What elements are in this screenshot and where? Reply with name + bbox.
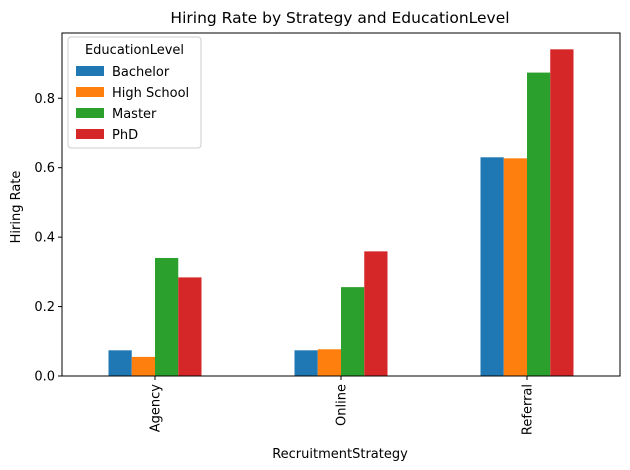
y-tick-label: 0.6 [34, 161, 55, 176]
legend: EducationLevel Bachelor High School Master P… [67, 36, 202, 149]
x-tick-label: Online [335, 384, 350, 426]
bar-high-school-agency [131, 356, 155, 376]
legend-label: PhD [112, 128, 138, 143]
legend-label: Bachelor [112, 65, 170, 80]
bar-phd-online [364, 251, 388, 376]
chart-title: Hiring Rate by Strategy and EducationLev… [170, 9, 509, 27]
legend-label: Master [112, 107, 157, 122]
bar-high-school-online [317, 349, 341, 376]
plot-area [108, 49, 574, 376]
bar-bachelor-online [294, 350, 318, 376]
legend-box [67, 36, 202, 149]
legend-swatch [76, 66, 104, 76]
y-axis-title: Hiring Rate [9, 171, 24, 244]
bar-master-agency [155, 257, 179, 376]
x-tick-label: Agency [149, 384, 164, 433]
bar-high-school-referral [503, 158, 527, 376]
axes: 0.0 0.2 0.4 0.6 0.8 Agency Online Referral [34, 32, 621, 435]
legend-swatch [76, 129, 104, 139]
y-tick-label: 0.0 [34, 370, 55, 385]
bar-phd-agency [178, 277, 202, 376]
x-axis-title: RecruitmentStrategy [272, 447, 408, 462]
bar-master-online [341, 287, 365, 376]
x-tick-label: Referral [521, 384, 536, 435]
bar-phd-referral [550, 49, 574, 376]
y-tick-label: 0.8 [34, 92, 55, 107]
legend-title: EducationLevel [85, 43, 184, 58]
legend-swatch [76, 87, 104, 97]
bar-bachelor-agency [108, 350, 132, 376]
y-tick-label: 0.2 [34, 300, 55, 315]
y-tick-label: 0.4 [34, 231, 55, 246]
bar-bachelor-referral [480, 157, 504, 376]
bar-master-referral [527, 72, 551, 376]
legend-swatch [76, 108, 104, 118]
legend-label: High School [112, 86, 189, 101]
